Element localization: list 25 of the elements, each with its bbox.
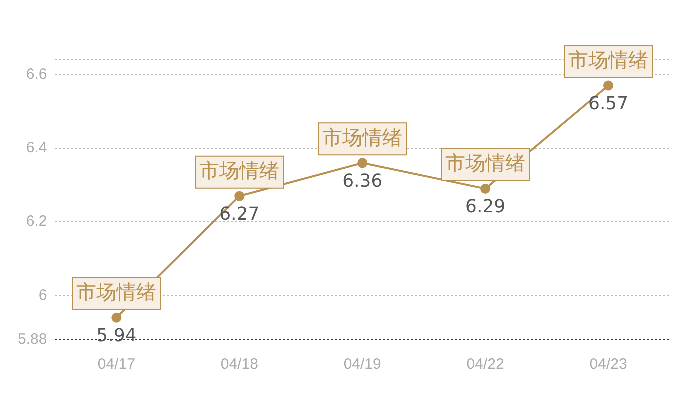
x-tick-label: 04/19 (344, 356, 382, 374)
point (604, 80, 614, 91)
data-label: 5.94 (96, 326, 137, 347)
point (358, 158, 368, 168)
annotation: 市场情绪 (446, 151, 526, 176)
data-label: 6.29 (466, 196, 506, 218)
annotation: 市场情绪 (568, 48, 649, 72)
point (234, 191, 245, 202)
y-tick-label: 5.88 (18, 331, 48, 348)
y-tick-label: 6 (38, 286, 48, 304)
data-label: 6.27 (220, 204, 260, 225)
annotation: 市场情绪 (200, 158, 280, 183)
data-label: 6.57 (588, 93, 629, 114)
x-tick-label: 04/17 (98, 356, 136, 374)
y-tick-label: 6.2 (26, 213, 48, 230)
data-label: 6.36 (342, 170, 383, 192)
annotation: 市场情绪 (322, 125, 403, 150)
annotation: 市场情绪 (76, 280, 157, 304)
x-tick-label: 04/23 (590, 356, 628, 374)
y-tick-label: 6.6 (26, 66, 48, 83)
x-tick-label: 04/22 (466, 356, 504, 374)
point (112, 312, 122, 323)
y-tick-label: 6.4 (26, 140, 48, 157)
x-tick-label: 04/18 (220, 356, 258, 374)
point (480, 184, 491, 194)
